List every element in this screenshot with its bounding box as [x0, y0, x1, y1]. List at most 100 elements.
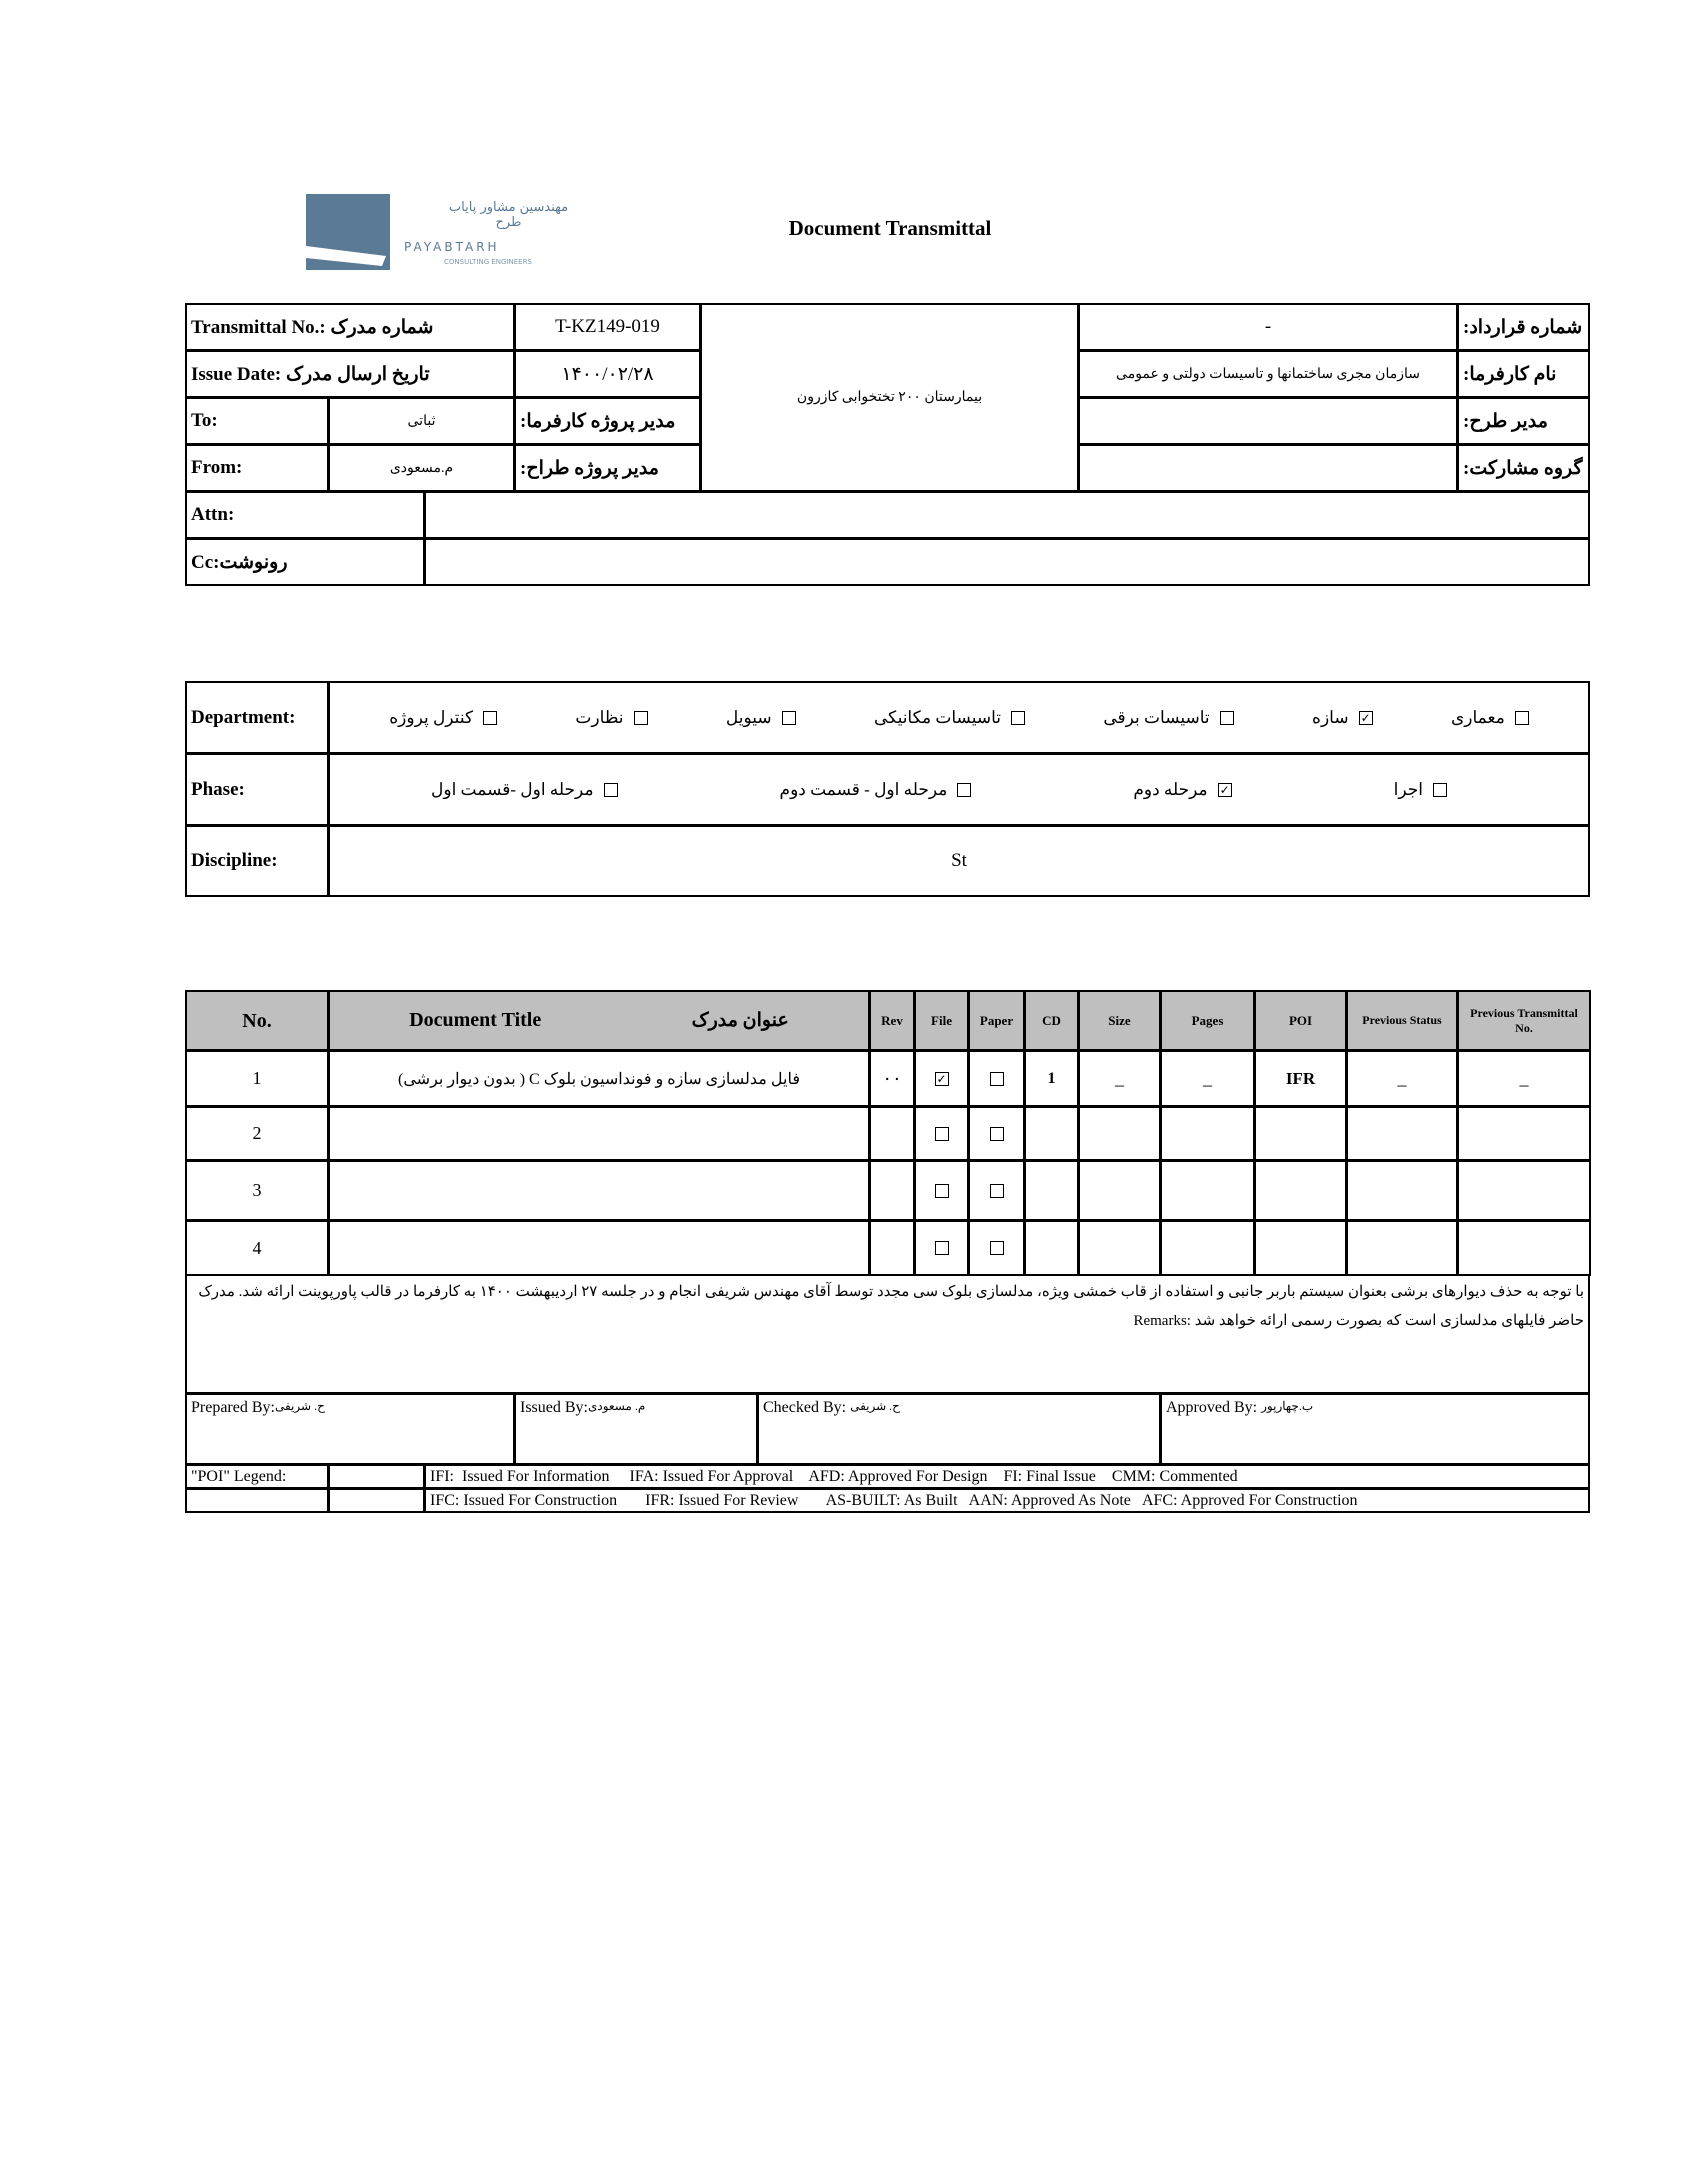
department-checkbox[interactable]	[1219, 710, 1234, 725]
row-title-cell	[328, 1106, 870, 1161]
row-size: _	[1115, 1068, 1124, 1088]
remarks-text: با توجه به حذف دیوارهای برشی بعنوان سیست…	[198, 1284, 1584, 1329]
row-pages: _	[1203, 1068, 1212, 1088]
row-file-cell	[914, 1160, 969, 1221]
phase-option[interactable]: اجرا	[1394, 780, 1447, 800]
prepared-by-value: ح. شریفی	[274, 1399, 325, 1413]
row-prev-transmittal-cell	[1457, 1106, 1591, 1161]
approved-by-value: ب.چهارپور	[1261, 1399, 1314, 1413]
attn-label: Attn:	[185, 491, 425, 539]
file-checkbox[interactable]	[934, 1183, 949, 1198]
row-pages-cell	[1160, 1220, 1255, 1276]
logo-text-fa: مهندسین مشاور پایاب طرح	[448, 200, 569, 230]
plan-manager-label: مدیر طرح:	[1457, 397, 1590, 445]
paper-checkbox[interactable]	[989, 1183, 1004, 1198]
phase-option[interactable]: مرحله اول - قسمت دوم	[780, 780, 972, 800]
row-poi: IFR	[1285, 1068, 1316, 1088]
department-option-label: تاسیسات برقی	[1103, 707, 1210, 727]
file-checkbox[interactable]	[934, 1126, 949, 1141]
row-poi-cell	[1254, 1160, 1347, 1221]
department-option[interactable]: نظارت	[575, 707, 648, 728]
phase-label: Phase:	[185, 753, 329, 826]
approved-by-label: Approved By:	[1166, 1399, 1258, 1416]
plan-manager-value	[1078, 397, 1458, 445]
phase-checkbox[interactable]: ✓	[1217, 782, 1232, 797]
poi-legend-line2: IFC: Issued For Construction IFR: Issued…	[424, 1488, 1590, 1513]
phase-option[interactable]: مرحله اول -قسمت اول	[431, 780, 618, 800]
row-cd-cell	[1024, 1220, 1079, 1276]
phase-checkbox[interactable]	[1433, 782, 1447, 797]
from-value: م.مسعودی	[328, 444, 515, 492]
department-checkbox[interactable]	[1514, 710, 1529, 725]
phase-checkbox[interactable]	[957, 782, 972, 797]
department-option-label: تاسیسات مکانیکی	[874, 707, 1001, 727]
logo-subtext: CONSULTING ENGINEERS	[444, 258, 532, 266]
department-option[interactable]: کنترل پروژه	[389, 708, 498, 728]
department-checkbox[interactable]	[1011, 710, 1025, 725]
remarks-box: با توجه به حذف دیوارهای برشی بعنوان سیست…	[185, 1274, 1590, 1394]
department-option[interactable]: معماری	[1451, 708, 1529, 728]
row-rev-cell	[869, 1220, 915, 1276]
header-prev_status-label: Previous Status	[1362, 1013, 1442, 1028]
header-no-label: No.	[242, 1009, 272, 1032]
row-rev-cell	[869, 1160, 915, 1221]
department-option[interactable]: تاسیسات برقی	[1103, 707, 1234, 728]
issue-date-label: Issue Date: تاریخ ارسال مدرک	[185, 350, 515, 398]
checked-by: Checked By: ح. شریفی	[757, 1393, 1161, 1465]
poi-legend-blank	[328, 1464, 425, 1489]
department-checkbox[interactable]	[633, 710, 648, 725]
header-cd-label: CD	[1042, 1012, 1061, 1028]
header-poi: POI	[1254, 990, 1347, 1051]
employer-value: سازمان مجری ساختمانها و تاسیسات دولتی و …	[1078, 350, 1458, 398]
partner-label: گروه مشارکت:	[1457, 444, 1590, 492]
phase-option-label: مرحله دوم	[1133, 779, 1208, 799]
row-cd-cell	[1024, 1160, 1079, 1221]
phase-checkbox[interactable]	[603, 782, 618, 797]
department-option[interactable]: ✓ سازه	[1312, 708, 1373, 728]
department-option[interactable]: تاسیسات مکانیکی	[874, 708, 1025, 728]
row-size-cell	[1078, 1106, 1161, 1161]
row-file-cell	[914, 1106, 969, 1161]
issued-by-label: Issued By:	[520, 1399, 588, 1416]
poi-legend-blank-2	[185, 1488, 329, 1513]
row-prev-transmittal: _	[1519, 1068, 1529, 1088]
transmittal-value: T-KZ149-019	[514, 303, 701, 351]
remarks-label: Remarks:	[1133, 1313, 1191, 1329]
department-option[interactable]: سیویل	[726, 708, 796, 728]
row-no: 1	[252, 1068, 262, 1088]
header-poi-label: POI	[1288, 1012, 1313, 1028]
contract-value: -	[1078, 303, 1458, 351]
row-title: فایل مدلسازی سازه و فونداسیون بلوک C ( ب…	[398, 1070, 800, 1088]
row-no-cell: 1	[185, 1050, 329, 1107]
row-prev-status-cell	[1346, 1160, 1458, 1221]
paper-checkbox[interactable]	[989, 1241, 1004, 1255]
to-label: To:	[185, 397, 329, 445]
row-prev-transmittal-cell	[1457, 1220, 1591, 1276]
row-cd-cell: 1	[1024, 1050, 1079, 1107]
row-cd-cell	[1024, 1106, 1079, 1161]
department-checkbox[interactable]: ✓	[1358, 710, 1373, 725]
header-rev: Rev	[869, 990, 915, 1051]
issue-date-value: ۱۴۰۰/۰۲/۲۸	[514, 350, 701, 398]
prepared-by: Prepared By: ح. شریفی	[185, 1393, 515, 1465]
file-checkbox[interactable]: ✓	[934, 1071, 949, 1086]
department-option-label: نظارت	[575, 707, 624, 727]
row-pages-cell	[1160, 1106, 1255, 1161]
checked-by-label: Checked By:	[763, 1399, 847, 1416]
department-checkbox[interactable]	[781, 710, 796, 725]
project-name: بیمارستان ۲۰۰ تختخوابی کازرون	[700, 303, 1079, 492]
paper-checkbox[interactable]	[989, 1126, 1004, 1141]
to-value: ثباتی	[328, 397, 515, 445]
header-pages-label: Pages	[1191, 1012, 1224, 1028]
department-checkbox[interactable]	[483, 710, 498, 725]
paper-checkbox[interactable]	[989, 1071, 1004, 1086]
header-paper: Paper	[968, 990, 1025, 1051]
header-size: Size	[1078, 990, 1161, 1051]
header-rev-label: Rev	[881, 1012, 903, 1028]
file-checkbox[interactable]	[934, 1241, 949, 1255]
discipline-label: Discipline:	[185, 825, 329, 897]
header-title-fa: عنوان مدرک	[691, 1010, 789, 1031]
phase-option[interactable]: ✓ مرحله دوم	[1133, 779, 1232, 800]
employer-label: نام کارفرما:	[1457, 350, 1590, 398]
row-no: 3	[252, 1180, 262, 1200]
